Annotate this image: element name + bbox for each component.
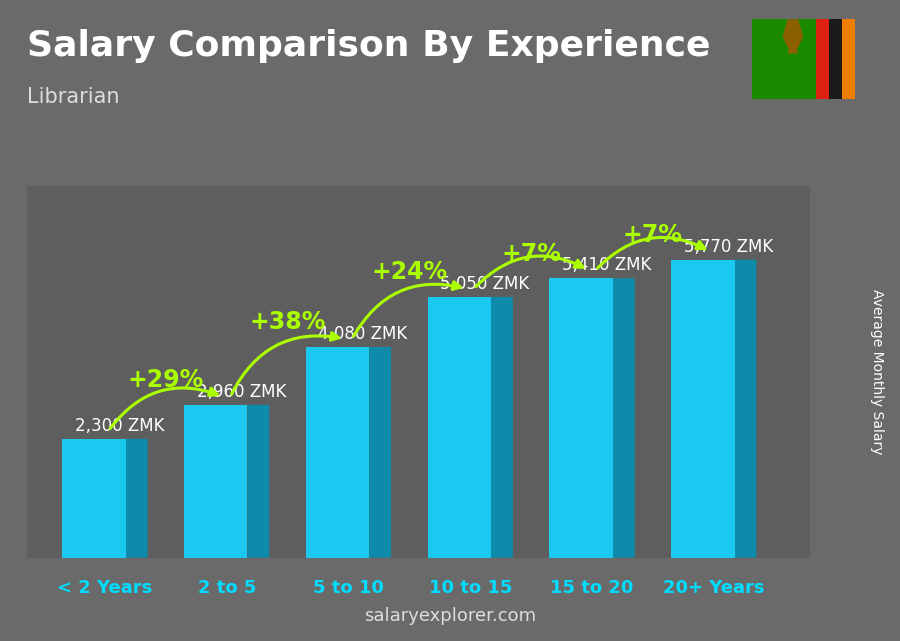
Polygon shape [815,19,829,99]
Text: 2,960 ZMK: 2,960 ZMK [196,383,286,401]
Text: 20+ Years: 20+ Years [663,579,764,597]
Text: Average Monthly Salary: Average Monthly Salary [870,289,885,454]
Text: 2,300 ZMK: 2,300 ZMK [75,417,165,435]
Polygon shape [306,347,369,558]
Polygon shape [184,405,248,558]
Text: salaryexplorer.com: salaryexplorer.com [364,607,536,625]
Text: +24%: +24% [372,260,447,284]
Text: 5,050 ZMK: 5,050 ZMK [440,275,529,293]
Text: 5 to 10: 5 to 10 [313,579,384,597]
Text: +38%: +38% [249,310,326,334]
Polygon shape [126,439,148,558]
Text: 5,410 ZMK: 5,410 ZMK [562,256,652,274]
Text: 15 to 20: 15 to 20 [550,579,634,597]
Polygon shape [752,19,855,99]
Polygon shape [428,297,491,558]
Polygon shape [788,37,798,54]
Polygon shape [782,19,803,48]
Text: +7%: +7% [501,242,561,265]
Polygon shape [369,347,392,558]
Polygon shape [491,297,513,558]
Text: +7%: +7% [623,223,683,247]
Polygon shape [549,278,613,558]
Text: Salary Comparison By Experience: Salary Comparison By Experience [27,29,710,63]
Polygon shape [613,278,634,558]
Polygon shape [842,19,855,99]
Polygon shape [62,439,126,558]
Text: 10 to 15: 10 to 15 [428,579,512,597]
Text: 4,080 ZMK: 4,080 ZMK [319,325,408,343]
Text: Librarian: Librarian [27,87,120,106]
Text: 2 to 5: 2 to 5 [197,579,256,597]
Polygon shape [829,19,842,99]
Text: +29%: +29% [128,368,204,392]
Polygon shape [248,405,269,558]
Text: < 2 Years: < 2 Years [58,579,153,597]
FancyBboxPatch shape [27,186,810,558]
Polygon shape [734,260,756,558]
Polygon shape [671,260,734,558]
Text: 5,770 ZMK: 5,770 ZMK [684,238,773,256]
